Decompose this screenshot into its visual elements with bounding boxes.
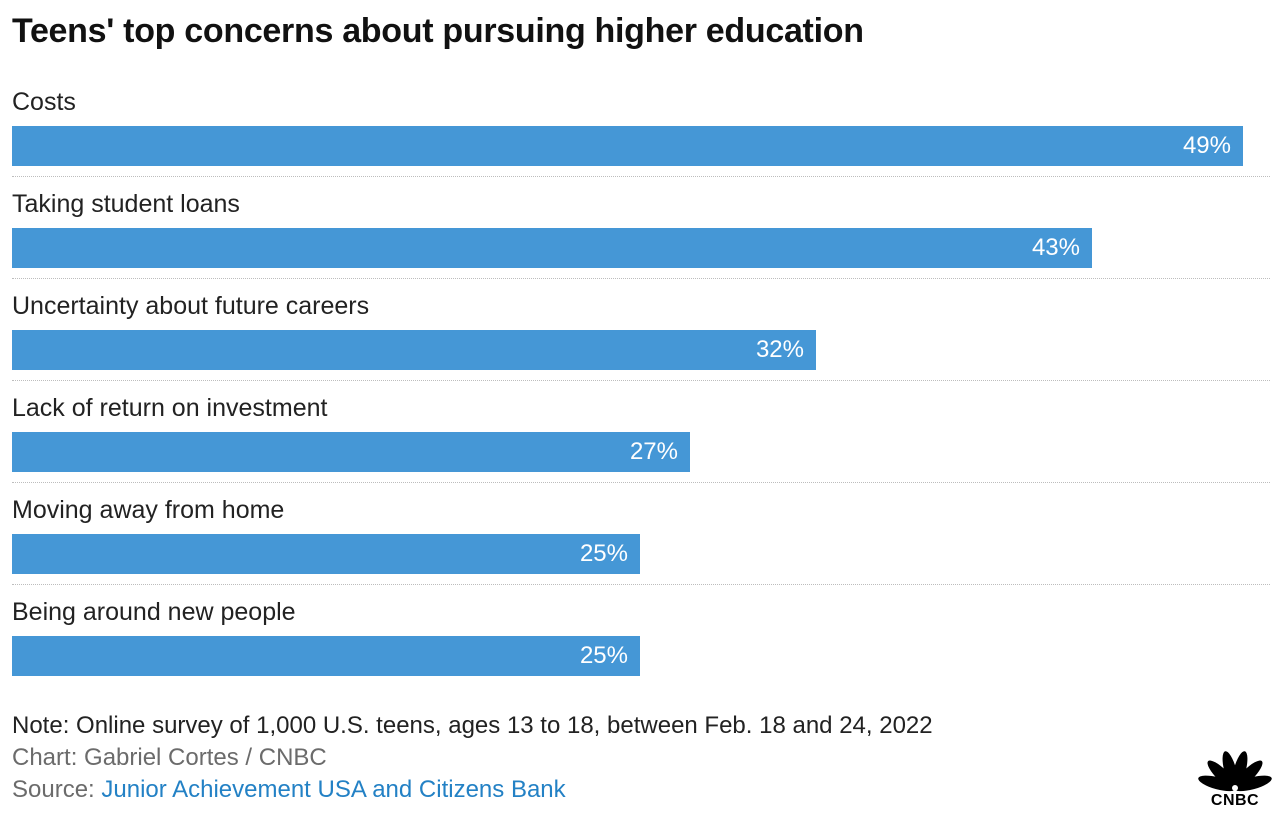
category-label: Being around new people: [12, 598, 296, 626]
category-label: Costs: [12, 88, 76, 116]
bar: 49%: [12, 126, 1243, 166]
category-label: Lack of return on investment: [12, 394, 328, 422]
bar-value-label: 25%: [579, 540, 628, 567]
bar: 25%: [12, 534, 640, 574]
source-line: Source: Junior Achievement USA and Citiz…: [12, 774, 933, 806]
footnote: Note: Online survey of 1,000 U.S. teens,…: [12, 712, 933, 739]
row-divider: [12, 380, 1270, 381]
bar-row: Costs 49%: [12, 80, 1270, 182]
bar-value-label: 32%: [755, 336, 804, 363]
category-label: Moving away from home: [12, 496, 285, 524]
source-prefix: Source:: [12, 776, 102, 803]
bar-chart: Costs 49% Taking student loans 43% Uncertain…: [12, 80, 1270, 692]
cnbc-logo: CNBC: [1196, 740, 1274, 810]
row-divider: [12, 482, 1270, 483]
bar-value-label: 27%: [629, 438, 678, 465]
source-link[interactable]: Junior Achievement USA and Citizens Bank: [101, 776, 566, 803]
bar: 27%: [12, 432, 690, 472]
chart-footer: Note: Online survey of 1,000 U.S. teens,…: [12, 710, 933, 806]
bar-row: Uncertainty about future careers 32%: [12, 284, 1270, 386]
bar-row: Being around new people 25%: [12, 590, 1270, 692]
chart-title: Teens' top concerns about pursuing highe…: [12, 12, 864, 50]
bar: 25%: [12, 636, 640, 676]
bar-value-label: 49%: [1182, 132, 1231, 159]
bar: 43%: [12, 228, 1092, 268]
row-divider: [12, 584, 1270, 585]
bar-row: Taking student loans 43%: [12, 182, 1270, 284]
category-label: Taking student loans: [12, 190, 240, 218]
bar-value-label: 43%: [1031, 234, 1080, 261]
row-divider: [12, 278, 1270, 279]
peacock-icon: [1198, 751, 1272, 792]
bar-row: Lack of return on investment 27%: [12, 386, 1270, 488]
row-divider: [12, 176, 1270, 177]
chart-credit: Chart: Gabriel Cortes / CNBC: [12, 744, 327, 771]
bar: 32%: [12, 330, 816, 370]
logo-wordmark: CNBC: [1210, 792, 1260, 809]
bar-row: Moving away from home 25%: [12, 488, 1270, 590]
bar-value-label: 25%: [579, 642, 628, 669]
category-label: Uncertainty about future careers: [12, 292, 370, 320]
